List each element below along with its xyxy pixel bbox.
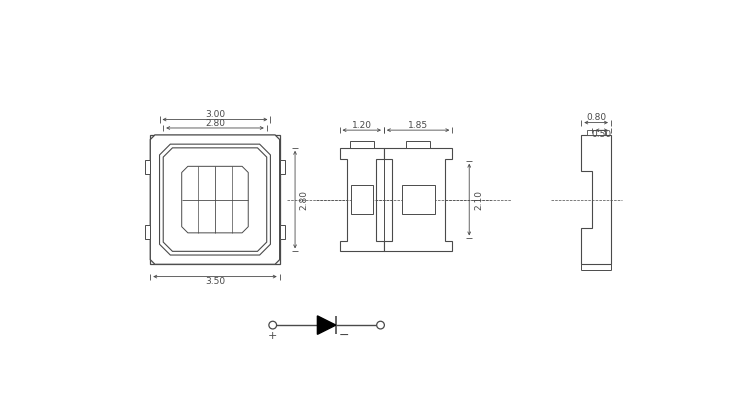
Bar [145,225,150,239]
Text: 3.00: 3.00 [205,110,225,119]
Text: −: − [338,329,349,342]
Polygon shape [340,148,384,251]
Polygon shape [164,148,267,251]
Text: 0.50: 0.50 [592,131,612,139]
Bar [402,185,434,214]
Circle shape [268,321,277,329]
Text: 1.20: 1.20 [352,121,372,130]
Bar [406,141,430,148]
Polygon shape [182,166,248,233]
Text: 1.85: 1.85 [408,121,428,130]
Text: 0.80: 0.80 [586,113,606,122]
Text: 2.10: 2.10 [474,190,483,210]
Circle shape [376,321,385,329]
Text: 2.80: 2.80 [205,119,225,128]
Bar [350,141,374,148]
Text: 3.50: 3.50 [205,277,225,286]
Text: 2.80: 2.80 [300,190,309,210]
Bar [351,185,373,214]
Polygon shape [317,316,336,335]
Polygon shape [581,135,611,264]
Bar [587,130,605,135]
Text: +: + [268,331,278,341]
Bar [280,225,285,239]
Polygon shape [384,148,452,251]
Bar [150,135,280,264]
Polygon shape [160,144,271,255]
Polygon shape [150,135,280,264]
Bar [145,160,150,174]
Bar [280,160,285,174]
